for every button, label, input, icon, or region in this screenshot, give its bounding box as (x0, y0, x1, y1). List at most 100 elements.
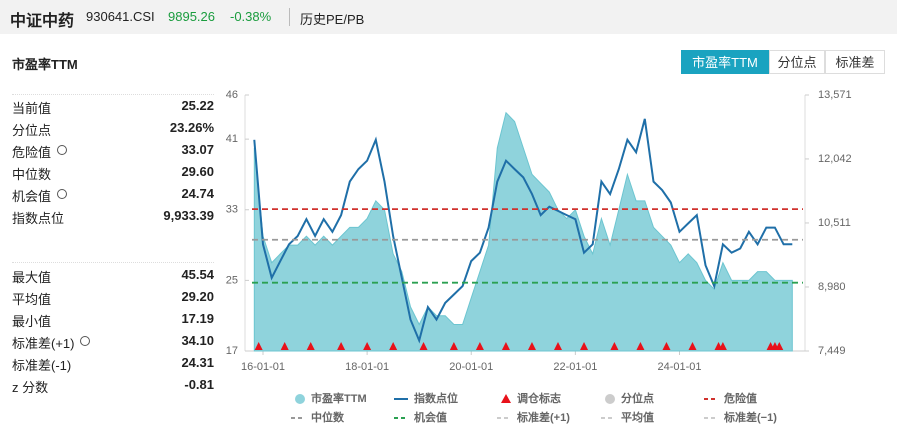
stat-label: 机会值 (12, 189, 52, 204)
rebalance-marker (527, 342, 536, 350)
stat-label: 中位数 (12, 167, 52, 182)
index-code: 930641.CSI (86, 9, 155, 24)
stat-row: 最小值 17.19 (12, 309, 214, 329)
stat-value: 24.31 (181, 355, 214, 370)
tab[interactable]: 历史PE/PB (300, 12, 365, 27)
stat-value: 9,933.39 (163, 208, 214, 223)
stat-value: 17.19 (181, 311, 214, 326)
legend-label[interactable]: 调仓标志 (517, 391, 561, 405)
rebalance-marker (254, 342, 263, 350)
stat-row: 标准差(+1) 34.10 (12, 331, 214, 351)
rebalance-marker (580, 342, 589, 350)
stat-row: 当前值 25.22 (12, 96, 214, 116)
stat-value: 33.07 (181, 142, 214, 157)
stat-row: 危险值 33.07 (12, 140, 214, 160)
separator (12, 262, 214, 263)
stat-label: 平均值 (12, 292, 52, 307)
legend-label[interactable]: 标准差(+1) (516, 410, 570, 424)
stat-label: 标准差(+1) (12, 336, 75, 351)
stat-row: 分位点 23.26% (12, 118, 214, 138)
legend-symbol[interactable] (605, 394, 615, 404)
x-tick-label: 18-01-01 (345, 361, 389, 373)
y-tick-label: 33 (226, 204, 238, 216)
y-tick-label: 46 (226, 89, 238, 101)
change: -0.38% (230, 9, 272, 24)
legend-label[interactable]: 平均值 (621, 410, 654, 424)
stat-label: 当前值 (12, 101, 52, 116)
rebalance-marker (337, 342, 346, 350)
price: 9895.26 (168, 9, 215, 24)
rebalance-marker (554, 342, 563, 350)
legend-label[interactable]: 危险值 (723, 391, 757, 405)
rebalance-marker (610, 342, 619, 350)
stat-value: 29.20 (181, 289, 214, 304)
stat-row: z 分数 -0.81 (12, 375, 214, 395)
legend-label[interactable]: 分位点 (621, 391, 654, 405)
y-tick-label: 25 (226, 274, 238, 286)
x-tick-label: 16-01-01 (241, 361, 285, 373)
settings-icon[interactable] (57, 145, 68, 155)
rebalance-marker (636, 342, 645, 350)
panel-title: 市盈率TTM (12, 57, 78, 72)
legend-symbol[interactable] (295, 394, 305, 404)
toggle-button[interactable]: 市盈率TTM (681, 50, 769, 74)
rebalance-marker (475, 342, 484, 350)
y-tick-label: 41 (226, 133, 238, 145)
stat-label: 危险值 (12, 145, 52, 160)
stat-value: 25.22 (181, 98, 214, 113)
stat-value: 29.60 (181, 164, 214, 179)
index-name: 中证中药 (10, 13, 75, 30)
index-line (253, 118, 793, 344)
rebalance-marker (775, 342, 784, 350)
y2-tick-label: 10,511 (818, 217, 851, 229)
rebalance-marker (501, 342, 510, 350)
pe-area (253, 111, 793, 352)
stat-label: 最小值 (12, 314, 52, 329)
legend-symbol (501, 394, 511, 403)
legend-label[interactable]: 标准差(−1) (723, 410, 777, 424)
settings-icon[interactable] (80, 336, 91, 346)
x-tick-label: 20-01-01 (449, 361, 493, 373)
toggle-button[interactable]: 分位点 (769, 50, 825, 74)
stat-row: 指数点位 9,933.39 (12, 206, 214, 226)
stat-label: 标准差(-1) (12, 358, 72, 373)
legend-label[interactable]: 指数点位 (414, 391, 458, 405)
stat-row: 最大值 45.54 (12, 265, 214, 285)
stat-row: 标准差(-1) 24.31 (12, 353, 214, 373)
y2-tick-label: 12,042 (818, 153, 852, 165)
stat-value: 23.26% (169, 120, 214, 135)
divider (289, 8, 290, 26)
stat-row: 机会值 24.74 (12, 184, 214, 204)
y2-tick-label: 13,571 (818, 89, 852, 101)
toggle-button[interactable]: 标准差 (825, 50, 885, 74)
stat-value: -0.81 (184, 377, 214, 392)
legend-label[interactable]: 机会值 (414, 410, 447, 424)
stat-label: 指数点位 (12, 211, 65, 226)
stat-label: z 分数 (12, 380, 49, 395)
x-tick-label: 22-01-01 (553, 361, 597, 373)
legend-label[interactable]: 中位数 (311, 410, 345, 424)
rebalance-marker (280, 342, 289, 350)
rebalance-marker (662, 342, 671, 350)
y2-tick-label: 7,449 (818, 345, 846, 357)
rebalance-marker (389, 342, 398, 350)
rebalance-marker (306, 342, 315, 350)
rebalance-marker (363, 342, 372, 350)
settings-icon[interactable] (57, 189, 68, 199)
stat-row: 中位数 29.60 (12, 162, 214, 182)
stat-value: 24.74 (181, 186, 214, 201)
stat-value: 34.10 (181, 333, 214, 348)
rebalance-marker (718, 342, 727, 350)
rebalance-marker (419, 342, 428, 350)
legend-label[interactable]: 市盈率TTM (311, 391, 367, 405)
separator (12, 94, 214, 95)
stat-label: 分位点 (12, 123, 52, 138)
stat-row: 平均值 29.20 (12, 287, 214, 307)
rebalance-marker (449, 342, 458, 350)
rebalance-marker (688, 342, 697, 350)
header-bar: 中证中药 930641.CSI 9895.26 -0.38% 历史PE/PB (0, 0, 897, 34)
x-tick-label: 24-01-01 (657, 361, 701, 373)
